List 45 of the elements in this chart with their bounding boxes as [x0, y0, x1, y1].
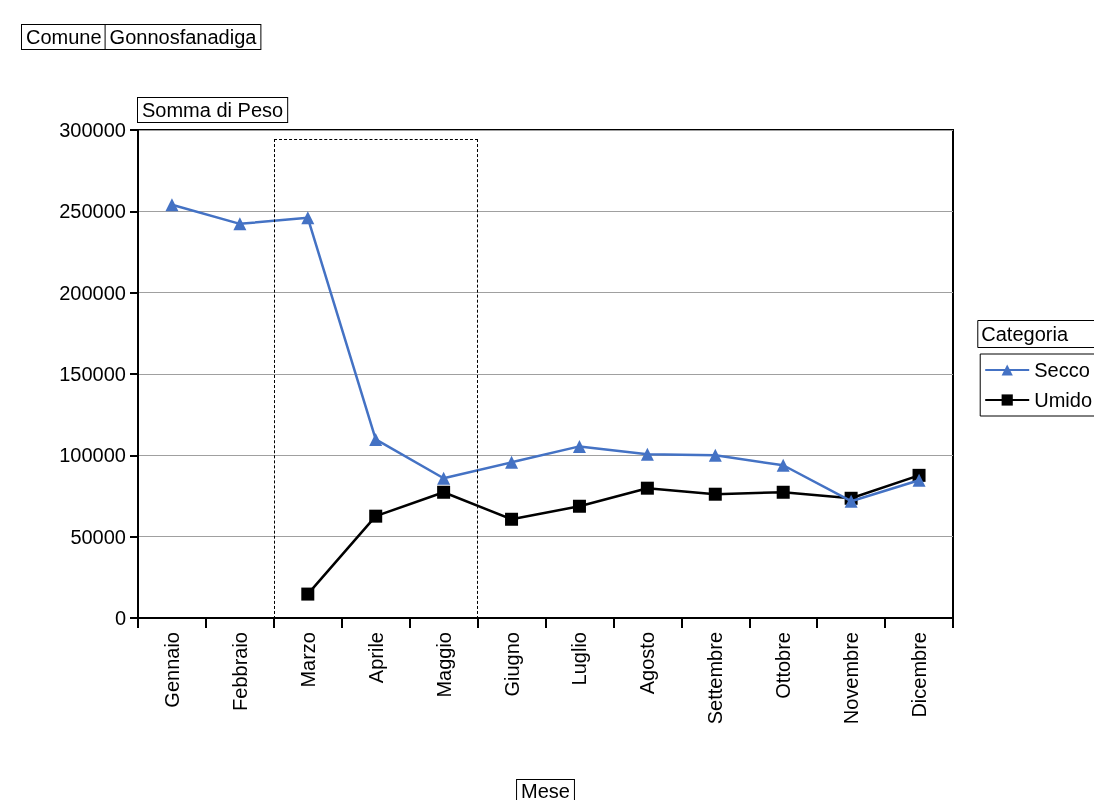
x-tick-label: Giugno: [500, 632, 523, 697]
point: [437, 485, 451, 499]
chart-title: Comune: [26, 26, 102, 48]
point: [505, 512, 519, 526]
x-axis-title: Mese: [521, 780, 570, 800]
x-tick-label: Dicembre: [908, 632, 931, 718]
y-tick-label: 50000: [70, 525, 126, 548]
y-tick-label: 200000: [59, 281, 126, 304]
y-tick-label: 100000: [59, 444, 126, 467]
x-tick-label: Novembre: [840, 632, 863, 725]
x-tick-label: Luglio: [568, 632, 591, 686]
point: [912, 473, 926, 487]
y-tick-label: 150000: [59, 363, 126, 385]
point: [301, 587, 315, 601]
point: [505, 455, 519, 469]
x-tick-label: Aprile: [364, 632, 387, 684]
point: [640, 481, 654, 495]
point: [572, 439, 586, 453]
y-axis-title: Somma di Peso: [142, 99, 284, 121]
x-tick-label: Marzo: [296, 632, 319, 688]
point: [233, 217, 247, 231]
point: [572, 499, 586, 513]
point: [301, 211, 315, 225]
point: [640, 447, 654, 461]
y-tick-label: 300000: [59, 119, 126, 141]
x-tick-label: Ottobre: [772, 632, 795, 699]
x-tick-label: Gennaio: [160, 632, 183, 708]
point: [437, 471, 451, 485]
point: [708, 448, 722, 462]
point: [369, 509, 383, 523]
point: [369, 432, 383, 446]
legend-label: Umido: [1034, 389, 1092, 411]
point: [708, 487, 722, 501]
x-tick-label: Agosto: [636, 632, 659, 695]
legend-title: Categoria: [981, 323, 1069, 345]
point: [776, 458, 790, 472]
x-tick-label: Febbraio: [228, 632, 251, 711]
chart-subtitle: Gonnosfanadiga: [109, 26, 258, 48]
point: [776, 485, 790, 499]
legend-label: Secco: [1034, 359, 1090, 381]
x-tick-label: Settembre: [704, 632, 727, 725]
x-tick-label: Maggio: [432, 632, 455, 698]
point: [165, 198, 179, 212]
y-tick-label: 0: [114, 607, 126, 629]
y-tick-label: 250000: [59, 200, 126, 223]
